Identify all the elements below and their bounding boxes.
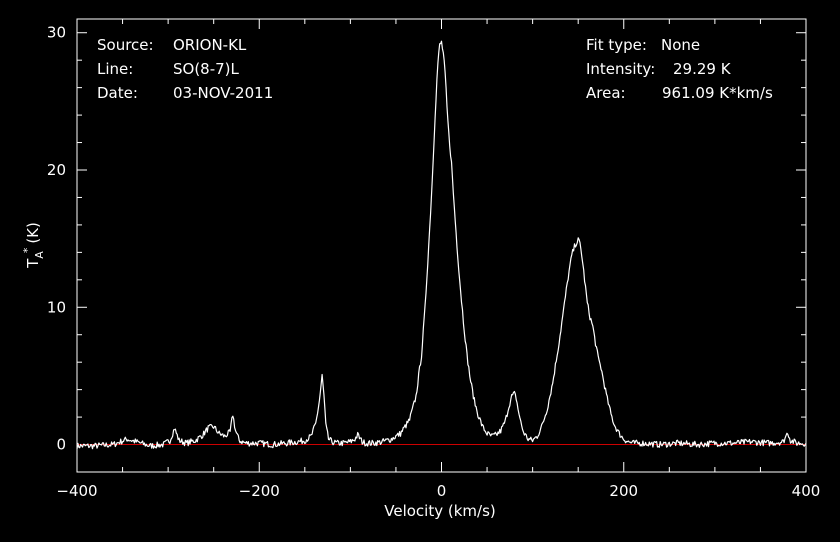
info-panel-right: Fit type: None Intensity: 29.29 K Area: …	[586, 36, 773, 102]
y-tick-label: 30	[47, 24, 66, 42]
fit-type-key: Fit type:	[586, 36, 647, 54]
fit-type-value: None	[661, 36, 700, 54]
intensity-key: Intensity:	[586, 60, 655, 78]
area-key: Area:	[586, 84, 626, 102]
y-label-base: T	[24, 258, 42, 269]
intensity-value: 29.29 K	[673, 60, 732, 78]
spectrum-series-line	[76, 40, 807, 450]
date-key: Date:	[97, 84, 138, 102]
y-tick-label: 0	[56, 436, 66, 454]
x-tick-label: 200	[609, 482, 638, 500]
axis-tick-labels: −400 −200 0 200 400 0 10 20 30	[47, 24, 820, 500]
y-tick-label: 10	[47, 298, 66, 316]
x-tick-label: 400	[792, 482, 821, 500]
y-axis-label: TA* (K)	[21, 222, 46, 269]
x-tick-label: −200	[239, 482, 280, 500]
line-key: Line:	[97, 60, 133, 78]
line-value: SO(8-7)L	[173, 60, 240, 78]
x-tick-label: 0	[437, 482, 447, 500]
date-value: 03-NOV-2011	[173, 84, 273, 102]
axis-ticks	[76, 19, 807, 473]
x-tick-label: −400	[56, 482, 97, 500]
y-label-sup: *	[21, 247, 34, 253]
source-key: Source:	[97, 36, 154, 54]
y-label-sub: A	[33, 251, 46, 259]
area-value: 961.09 K*km/s	[662, 84, 773, 102]
y-tick-label: 20	[47, 161, 66, 179]
source-value: ORION-KL	[173, 36, 247, 54]
info-panel-left: Source: ORION-KL Line: SO(8-7)L Date: 03…	[97, 36, 273, 102]
x-axis-label: Velocity (km/s)	[384, 502, 495, 520]
y-label-unit: (K)	[24, 222, 42, 244]
